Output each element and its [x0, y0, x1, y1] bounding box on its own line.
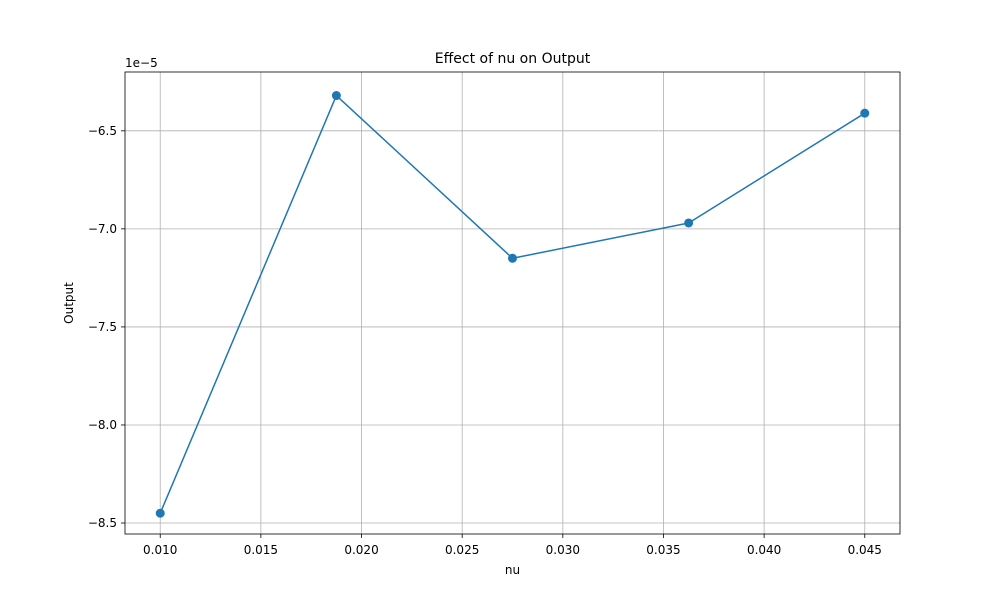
x-tick-label: 0.010	[143, 543, 177, 557]
data-point	[508, 253, 517, 263]
y-axis-label: Output	[62, 282, 76, 324]
x-tick-label: 0.020	[344, 543, 378, 557]
x-tick-label: 0.035	[646, 543, 680, 557]
series-line	[159, 94, 866, 514]
x-tick-label: 0.025	[445, 543, 479, 557]
y-tick-label: −8.0	[88, 418, 117, 432]
grid	[125, 72, 900, 534]
x-tick-label: 0.045	[848, 543, 882, 557]
y-tick-label: −7.0	[88, 222, 117, 236]
data-point	[155, 508, 165, 518]
y-tick-label: −6.5	[88, 124, 117, 138]
x-tick-label: 0.030	[546, 543, 580, 557]
x-tick-label: 0.040	[747, 543, 781, 557]
data-point	[331, 91, 341, 101]
y-tick-label: −7.5	[88, 320, 117, 334]
data-point	[684, 218, 694, 228]
y-axis-ticks: −8.5 −8.0 −7.5 −7.0 −6.5	[88, 124, 125, 530]
series-layer	[155, 91, 870, 518]
y-axis-offset-text: 1e−5	[125, 56, 158, 70]
x-tick-label: 0.015	[244, 543, 278, 557]
chart-title: Effect of nu on Output	[435, 51, 591, 67]
x-axis-ticks: 0.010 0.015 0.020 0.025 0.030 0.035 0.040 0.045	[143, 534, 882, 557]
x-axis-label: nu	[505, 563, 520, 577]
y-tick-label: −8.5	[88, 516, 117, 530]
plot-frame	[124, 71, 901, 535]
data-point	[860, 108, 870, 118]
